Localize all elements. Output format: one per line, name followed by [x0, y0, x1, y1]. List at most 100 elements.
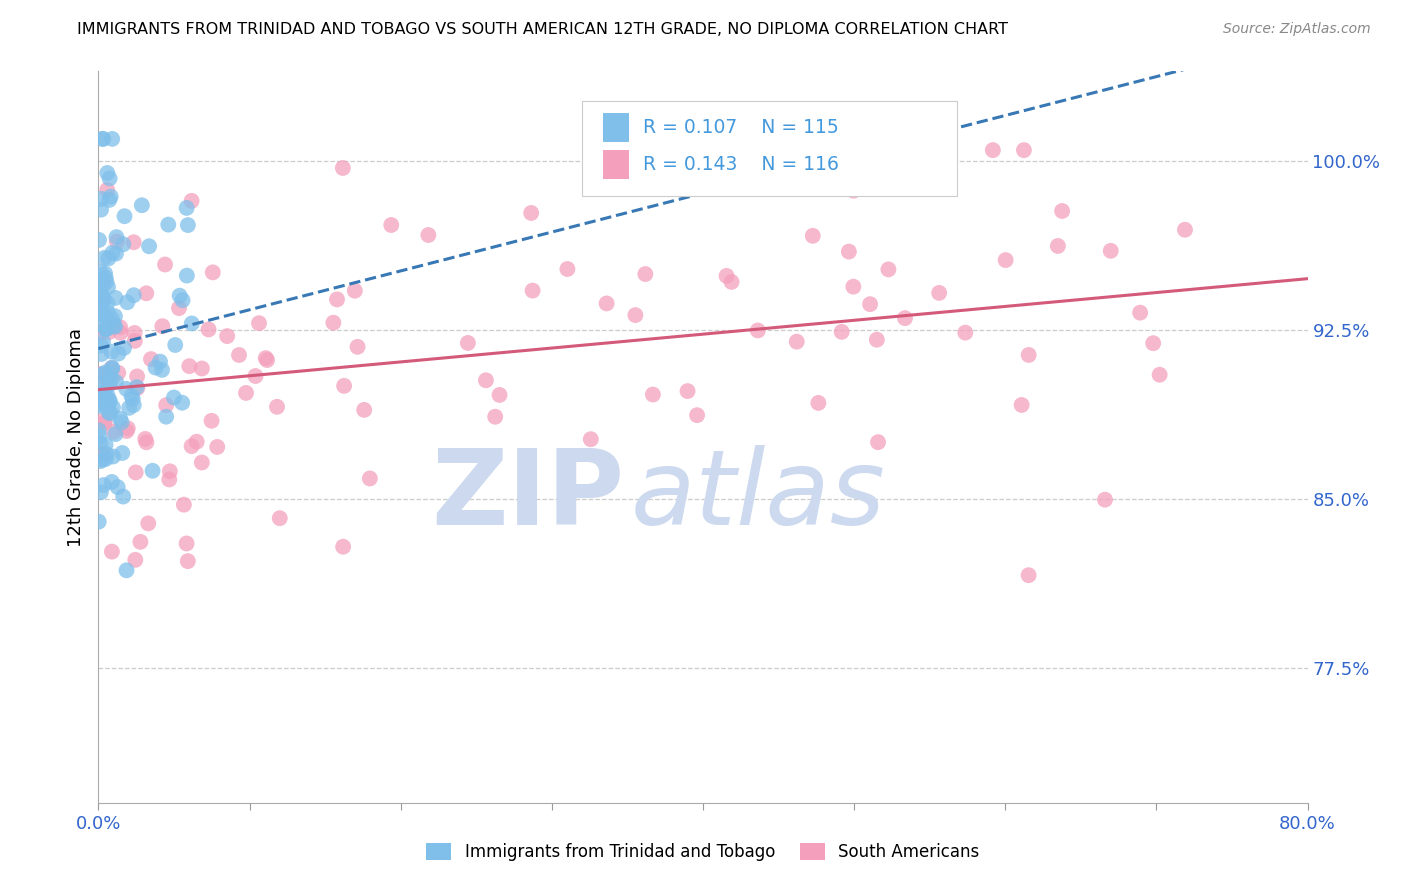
- Point: [94, 365, 117, 379]
- Point: [333, 379, 356, 393]
- Point: [981, 143, 1004, 157]
- Point: [1018, 568, 1040, 582]
- Point: [117, 295, 139, 310]
- Point: [150, 319, 173, 334]
- Point: [134, 432, 156, 446]
- Point: [868, 435, 890, 450]
- Point: [111, 446, 134, 460]
- Point: [353, 403, 375, 417]
- Point: [191, 455, 214, 469]
- Point: [418, 227, 440, 242]
- Point: [115, 424, 138, 438]
- Point: [87, 233, 110, 247]
- Point: [129, 534, 152, 549]
- Point: [96, 322, 118, 336]
- Point: [269, 511, 291, 525]
- Point: [89, 454, 111, 468]
- Point: [93, 478, 115, 492]
- Point: [165, 338, 187, 352]
- Point: [100, 361, 122, 376]
- Point: [177, 218, 200, 232]
- Point: [801, 228, 824, 243]
- Point: [98, 171, 121, 186]
- Point: [107, 366, 129, 380]
- Point: [634, 267, 657, 281]
- Point: [176, 268, 198, 283]
- Point: [894, 311, 917, 326]
- Point: [1012, 143, 1035, 157]
- Point: [142, 464, 165, 478]
- Text: R = 0.143    N = 116: R = 0.143 N = 116: [643, 154, 839, 174]
- Point: [94, 416, 117, 430]
- Point: [91, 400, 114, 414]
- Point: [91, 132, 114, 146]
- Point: [359, 471, 381, 485]
- Point: [149, 354, 172, 368]
- Point: [96, 388, 118, 402]
- Point: [101, 475, 124, 489]
- Point: [139, 352, 162, 367]
- Point: [488, 388, 510, 402]
- Bar: [603, 113, 630, 143]
- Point: [96, 398, 118, 412]
- Point: [136, 516, 159, 531]
- Point: [87, 368, 110, 383]
- Point: [159, 464, 181, 478]
- Point: [91, 294, 114, 309]
- Point: [104, 319, 127, 334]
- Point: [98, 393, 121, 408]
- Point: [110, 326, 132, 340]
- Point: [1099, 244, 1122, 258]
- Point: [172, 293, 194, 308]
- Point: [641, 387, 664, 401]
- Point: [127, 381, 149, 395]
- Point: [90, 485, 112, 500]
- Point: [176, 536, 198, 550]
- Point: [93, 413, 115, 427]
- Point: [180, 317, 202, 331]
- Point: [90, 296, 112, 310]
- Point: [90, 202, 112, 217]
- Point: [115, 382, 138, 396]
- Point: [177, 554, 200, 568]
- Point: [101, 401, 124, 415]
- Point: [332, 161, 354, 175]
- Point: [256, 353, 278, 368]
- Point: [101, 245, 124, 260]
- Point: [217, 329, 239, 343]
- Point: [98, 394, 121, 409]
- Point: [91, 289, 114, 303]
- Point: [157, 473, 180, 487]
- Point: [105, 235, 128, 249]
- Point: [322, 316, 344, 330]
- Point: [103, 425, 125, 439]
- Point: [235, 385, 257, 400]
- Point: [1050, 204, 1073, 219]
- Point: [104, 310, 127, 324]
- Point: [124, 326, 146, 340]
- Point: [101, 450, 124, 464]
- Point: [87, 515, 110, 529]
- Point: [859, 297, 882, 311]
- Point: [101, 361, 124, 376]
- Point: [343, 284, 366, 298]
- Point: [97, 306, 120, 320]
- Bar: [603, 150, 630, 179]
- Point: [101, 360, 124, 375]
- Point: [100, 189, 122, 203]
- Point: [686, 408, 709, 422]
- Point: [150, 363, 173, 377]
- Point: [100, 344, 122, 359]
- Point: [108, 411, 131, 425]
- Point: [96, 275, 118, 289]
- Point: [96, 166, 118, 180]
- Point: [153, 258, 176, 272]
- Text: R = 0.107    N = 115: R = 0.107 N = 115: [643, 118, 839, 137]
- Point: [90, 347, 112, 361]
- Point: [176, 201, 198, 215]
- Point: [266, 400, 288, 414]
- Y-axis label: 12th Grade, No Diploma: 12th Grade, No Diploma: [66, 327, 84, 547]
- Point: [145, 360, 167, 375]
- Point: [807, 396, 830, 410]
- Point: [107, 480, 129, 494]
